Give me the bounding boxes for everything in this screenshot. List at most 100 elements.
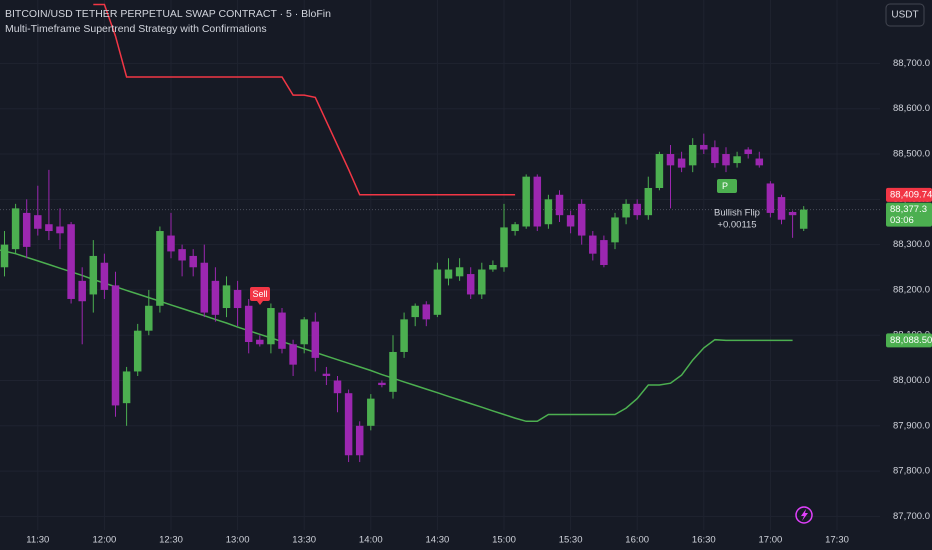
candle-body	[56, 226, 64, 234]
candle-body	[666, 154, 675, 166]
currency-label[interactable]: USDT	[891, 10, 918, 21]
candle-body	[11, 208, 20, 250]
candle-body	[466, 274, 475, 295]
candle-body	[111, 285, 120, 406]
x-tick-label: 12:30	[159, 535, 183, 546]
candle-body	[45, 224, 53, 232]
x-tick-label: 15:00	[492, 535, 516, 546]
sell-label: Sell	[252, 289, 267, 299]
x-tick-label: 15:30	[559, 535, 583, 546]
candle-body	[478, 269, 486, 295]
axis: 88,700.088,600.088,500.088,400.088,300.0…	[26, 58, 932, 546]
x-tick-label: 16:30	[692, 535, 716, 546]
candle-body	[555, 194, 564, 216]
candle-body	[211, 280, 220, 315]
candle-body	[289, 344, 297, 365]
candle-body	[766, 183, 775, 213]
x-tick-label: 13:30	[292, 535, 316, 546]
candle-body	[322, 373, 331, 376]
candle-body	[655, 154, 664, 188]
candle-body	[566, 215, 575, 227]
candle-body	[411, 305, 419, 318]
candle-body	[145, 305, 153, 331]
chart-title: BITCOIN/USD TETHER PERPETUAL SWAP CONTRA…	[5, 8, 331, 20]
candle-body	[433, 269, 442, 315]
candle-body	[333, 380, 342, 394]
x-tick-label: 17:00	[759, 535, 783, 546]
lightning-icon	[795, 506, 813, 524]
x-tick-label: 11:30	[26, 535, 49, 546]
chart-subtitle: Multi-Timeframe Supertrend Strategy with…	[5, 23, 267, 35]
candle-body	[122, 371, 131, 404]
candle-body	[489, 265, 497, 270]
candle-body	[156, 231, 164, 306]
candle-body	[78, 280, 86, 302]
candle-body	[722, 154, 730, 166]
price-label-box	[886, 187, 932, 202]
y-tick-label: 88,600.0	[893, 103, 930, 114]
sell-pointer	[257, 301, 263, 305]
candle-body	[511, 224, 519, 232]
flip-value: +0.00115	[717, 220, 756, 231]
candle-body	[200, 262, 209, 313]
candle-body	[733, 156, 741, 164]
candle-body	[589, 235, 597, 254]
x-tick-label: 13:00	[226, 535, 250, 546]
candle-body	[600, 240, 608, 265]
price-axis	[880, 0, 932, 550]
candle-body	[677, 158, 686, 168]
price-countdown: 03:06	[890, 215, 914, 226]
y-tick-label: 88,000.0	[893, 375, 930, 386]
candle-body	[688, 144, 697, 166]
candle-body	[522, 176, 530, 227]
y-tick-label: 87,700.0	[893, 511, 930, 522]
candle-body	[500, 227, 508, 268]
candle-body	[633, 203, 641, 216]
y-tick-label: 88,200.0	[893, 284, 930, 295]
candle-body	[622, 203, 630, 218]
supertrend-line	[0, 249, 793, 423]
price-label-box	[886, 333, 932, 348]
candle-body	[244, 305, 253, 343]
flip-label: Bullish Flip	[714, 208, 760, 219]
candle-body	[367, 398, 375, 426]
y-tick-label: 87,800.0	[893, 466, 930, 477]
candle-body	[300, 319, 308, 345]
x-tick-label: 14:00	[359, 535, 383, 546]
candle-body	[311, 321, 320, 358]
candle-body	[178, 249, 186, 261]
icon-bolt	[801, 509, 808, 521]
currency-button[interactable]	[885, 3, 925, 27]
candle-body	[799, 209, 808, 229]
candle-body	[222, 285, 231, 309]
candle-body	[256, 339, 264, 345]
candle-body	[355, 425, 364, 456]
candle-body	[444, 269, 453, 279]
candle-body	[389, 351, 397, 392]
candle-body	[788, 212, 797, 216]
price-label: 88,377.3	[890, 204, 927, 215]
y-tick-label: 88,700.0	[893, 58, 930, 69]
price-label-box	[886, 202, 932, 227]
candle-body	[0, 244, 9, 268]
plot: Sell P Bullish Flip+0.00115	[0, 3, 880, 463]
candle-body	[422, 304, 431, 320]
x-tick-label: 12:00	[93, 535, 117, 546]
y-tick-label: 87,900.0	[893, 420, 930, 431]
candle-body	[400, 319, 408, 352]
y-tick-label: 88,300.0	[893, 239, 930, 250]
candle-body	[189, 255, 197, 268]
candle-body	[455, 267, 464, 277]
candle-body	[167, 235, 175, 252]
x-tick-label: 14:30	[426, 535, 450, 546]
candle-body	[533, 176, 542, 227]
candle-body	[755, 158, 764, 166]
candle-body	[700, 144, 708, 150]
candle-body	[34, 215, 42, 229]
candle-body	[378, 382, 386, 386]
y-tick-label: 88,500.0	[893, 149, 930, 160]
candle-body	[100, 262, 109, 290]
icon-ring	[795, 506, 813, 524]
